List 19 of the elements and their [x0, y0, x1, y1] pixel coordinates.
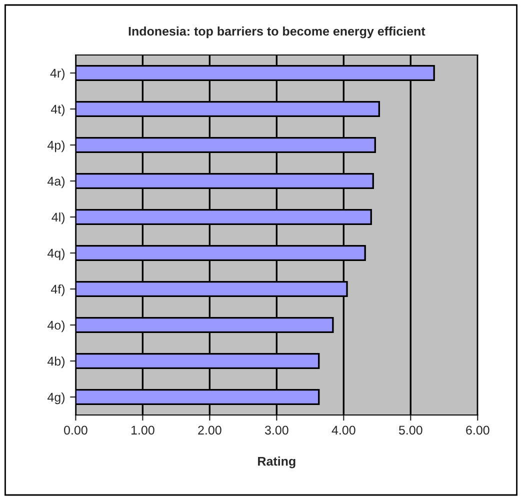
y-tick-label: 4l)	[52, 212, 64, 224]
x-tick-label: 6.00	[466, 426, 490, 435]
x-tick-label: 5.00	[398, 426, 422, 435]
y-tick-label: 4o)	[47, 320, 64, 332]
x-axis-title: Rating	[258, 456, 296, 468]
y-tick-label: 4b)	[47, 356, 64, 368]
y-tick-label: 4r)	[50, 68, 64, 80]
x-tick-label: 4.00	[332, 426, 356, 435]
x-tick-label: 3.00	[264, 426, 288, 435]
y-tick-label: 4q)	[47, 248, 64, 260]
x-tick-label: 0.00	[64, 426, 88, 435]
y-tick-label: 4t)	[50, 104, 64, 116]
chart-title: Indonesia: top barriers to become energy efficient	[128, 26, 426, 38]
y-tick-label: 4a)	[47, 176, 64, 188]
x-tick-label: 2.00	[198, 426, 222, 435]
y-tick-label: 4g)	[47, 392, 64, 404]
y-tick-label: 4p)	[47, 140, 64, 152]
y-tick-label: 4f)	[50, 284, 64, 296]
x-tick-label: 1.00	[131, 426, 154, 435]
